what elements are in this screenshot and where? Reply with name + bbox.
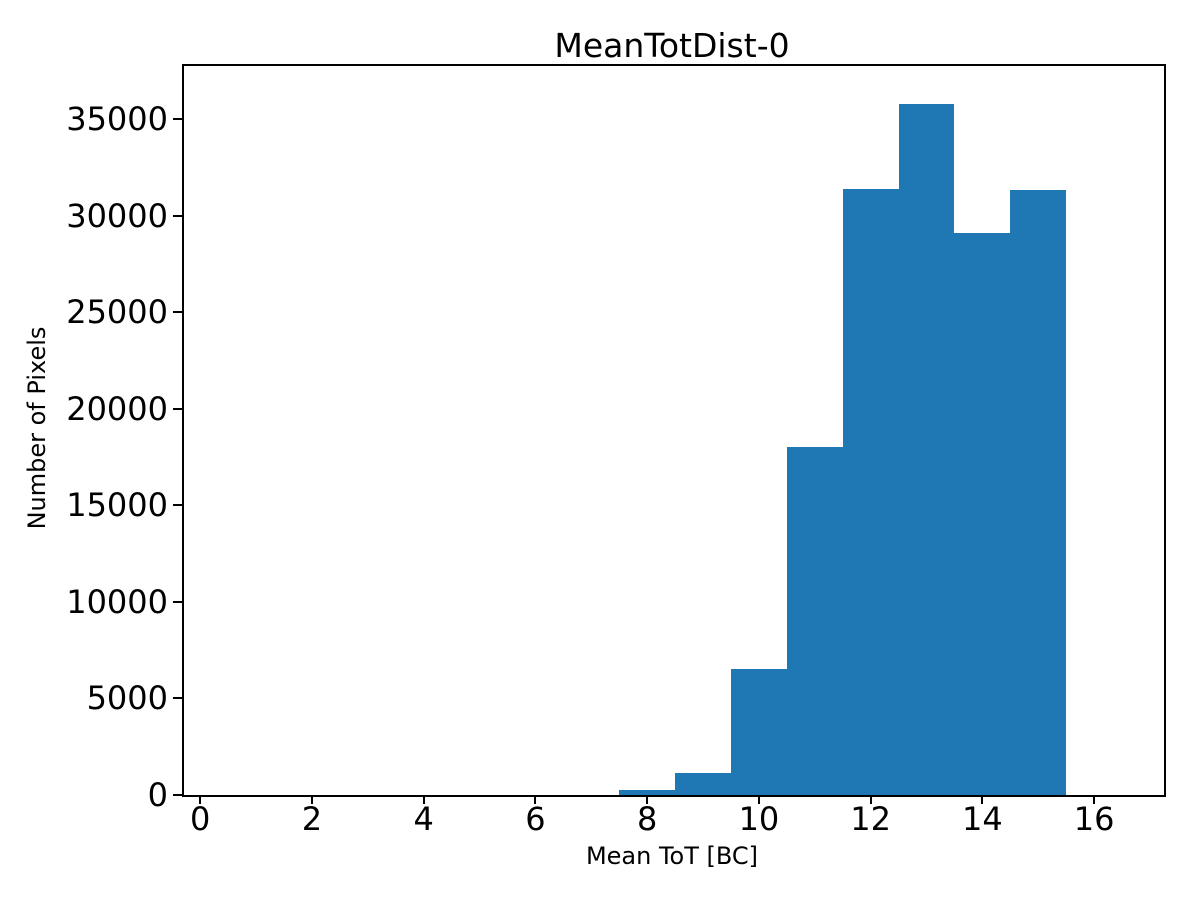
histogram-bar bbox=[898, 103, 955, 795]
x-tick-label: 0 bbox=[190, 800, 211, 838]
x-tick-mark bbox=[869, 795, 872, 804]
histogram-bar bbox=[619, 790, 676, 795]
histogram-bar bbox=[954, 232, 1011, 795]
plot-area bbox=[182, 64, 1166, 797]
y-tick-label: 25000 bbox=[66, 293, 168, 332]
x-tick-mark bbox=[534, 795, 537, 804]
y-tick-mark bbox=[173, 407, 182, 410]
y-tick-mark bbox=[173, 600, 182, 603]
histogram-bars-layer bbox=[184, 66, 1164, 795]
y-axis-label-text: Number of Pixels bbox=[23, 326, 51, 530]
x-tick-label: 14 bbox=[962, 800, 1003, 838]
x-tick-mark bbox=[422, 795, 425, 804]
y-tick-label: 10000 bbox=[66, 582, 168, 621]
y-tick-label: 0 bbox=[147, 776, 168, 814]
y-tick-mark bbox=[173, 697, 182, 700]
histogram-bar bbox=[842, 188, 899, 795]
x-tick-label: 4 bbox=[413, 800, 434, 838]
y-tick-label: 30000 bbox=[66, 196, 168, 235]
y-tick-mark bbox=[173, 311, 182, 314]
histogram-bar bbox=[730, 668, 787, 795]
y-tick-label: 15000 bbox=[66, 486, 168, 525]
x-tick-mark bbox=[199, 795, 202, 804]
chart-title: MeanTotDist-0 bbox=[554, 26, 790, 65]
histogram-bar bbox=[786, 447, 843, 795]
x-tick-label: 2 bbox=[301, 800, 323, 838]
y-tick-mark bbox=[173, 118, 182, 121]
x-tick-mark bbox=[981, 795, 984, 804]
x-tick-label: 10 bbox=[738, 800, 780, 838]
x-tick-label: 6 bbox=[525, 800, 546, 838]
y-tick-label: 20000 bbox=[66, 389, 168, 428]
x-axis-label: Mean ToT [BC] bbox=[585, 842, 759, 870]
x-tick-mark bbox=[310, 795, 313, 804]
histogram-bar bbox=[1010, 190, 1067, 795]
histogram-bar bbox=[675, 772, 731, 795]
x-tick-label: 16 bbox=[1073, 800, 1115, 838]
x-tick-mark bbox=[757, 795, 760, 804]
y-tick-mark bbox=[173, 794, 182, 796]
y-tick-label: 5000 bbox=[86, 679, 168, 718]
x-tick-mark bbox=[646, 795, 649, 804]
y-tick-mark bbox=[173, 214, 182, 217]
y-tick-label: 35000 bbox=[66, 100, 168, 139]
x-tick-mark bbox=[1093, 795, 1096, 804]
x-tick-label: 8 bbox=[636, 800, 658, 838]
x-tick-label: 12 bbox=[850, 800, 892, 838]
y-tick-mark bbox=[173, 504, 182, 507]
